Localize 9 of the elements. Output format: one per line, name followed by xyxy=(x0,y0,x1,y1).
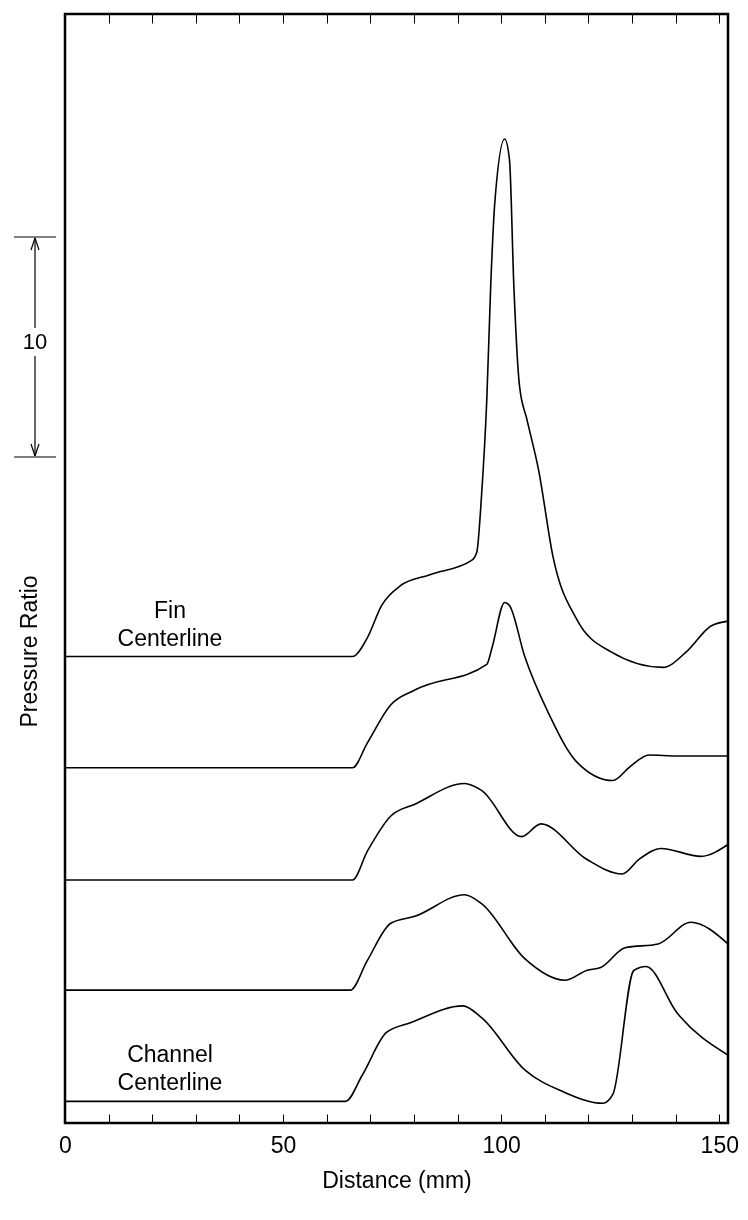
series-label: Fin Centerline xyxy=(117,596,223,651)
y-axis-title: Pressure Ratio xyxy=(15,575,42,728)
text: 10 xyxy=(8,328,62,356)
x-axis-title: Distance (mm) xyxy=(322,1166,472,1193)
x-tick-label: 150 xyxy=(700,1131,739,1158)
series-label: Channel Centerline xyxy=(117,1041,223,1096)
x-tick-label: 100 xyxy=(482,1131,521,1158)
x-tick-label: 0 xyxy=(59,1131,72,1158)
x-tick-label: 50 xyxy=(270,1131,297,1158)
